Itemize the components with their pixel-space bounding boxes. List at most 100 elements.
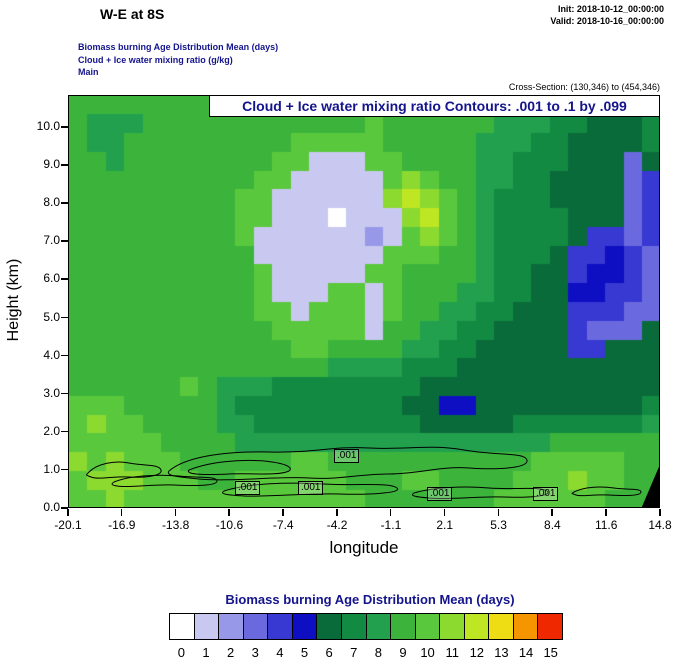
y-tick-mark bbox=[61, 240, 68, 242]
x-tick-label: 11.6 bbox=[594, 518, 618, 532]
y-tick-mark bbox=[61, 468, 68, 471]
y-tick-mark bbox=[61, 278, 68, 280]
x-tick-mark bbox=[282, 509, 284, 516]
x-tick-mark bbox=[174, 509, 177, 516]
x-tick-label: -4.2 bbox=[326, 518, 348, 532]
y-tick-label: 1.0 bbox=[43, 461, 60, 476]
colorbar-cell-15 bbox=[538, 613, 563, 640]
x-tick-mark bbox=[551, 509, 553, 516]
x-axis-title: longitude bbox=[329, 538, 399, 557]
valid-time: Valid: 2018-10-16_00:00:00 bbox=[550, 15, 664, 26]
colorbar-tick-label: 7 bbox=[350, 645, 358, 660]
x-tick-label: -13.8 bbox=[161, 518, 190, 532]
y-tick-mark bbox=[61, 164, 68, 166]
x-tick-label: 5.3 bbox=[490, 518, 507, 532]
field-line-3: Main bbox=[78, 67, 99, 78]
colorbar-tick-label: 2 bbox=[226, 645, 235, 660]
colorbar-title: Biomass burning Age Distribution Mean (d… bbox=[225, 592, 515, 607]
contour-overlay bbox=[86, 446, 659, 507]
y-tick-label: 4.0 bbox=[43, 347, 60, 362]
y-tick-mark bbox=[61, 430, 68, 433]
colorbar-cell-1 bbox=[194, 613, 220, 640]
colorbar-cell-4 bbox=[268, 613, 293, 640]
x-tick-label: -20.1 bbox=[54, 518, 82, 532]
contour-value-label: .001 bbox=[427, 487, 453, 501]
colorbar-cell-10 bbox=[415, 613, 441, 640]
terrain-mask bbox=[641, 466, 659, 507]
x-tick-mark bbox=[120, 509, 123, 516]
colorbar-tick-label: 8 bbox=[374, 645, 382, 660]
y-axis-title: Height (km) bbox=[5, 258, 22, 342]
plot-area: Cloud + Ice water mixing ratio Contours:… bbox=[68, 95, 660, 508]
x-tick-mark bbox=[443, 509, 446, 516]
colorbar-cell-14 bbox=[513, 613, 539, 640]
field-line-1: Biomass burning Age Distribution Mean (d… bbox=[78, 42, 279, 52]
heatmap-canvas bbox=[69, 96, 659, 507]
x-tick-mark bbox=[497, 509, 500, 516]
colorbar-cell-11 bbox=[440, 613, 465, 640]
colorbar-cell-3 bbox=[243, 613, 269, 640]
colorbar-cell-2 bbox=[219, 613, 244, 640]
contour-value-label: .001 bbox=[334, 449, 360, 463]
contour-value-label: .001 bbox=[533, 487, 559, 501]
cloud-contour-line bbox=[111, 474, 218, 488]
contour-value-label: .001 bbox=[235, 481, 261, 495]
colorbar-tick-label: 6 bbox=[325, 645, 333, 660]
y-tick-mark bbox=[61, 126, 68, 128]
cloud-contour-line bbox=[222, 482, 399, 497]
colorbar-cell-13 bbox=[489, 613, 514, 640]
y-tick-mark bbox=[61, 316, 68, 318]
y-tick-label: 3.0 bbox=[43, 385, 60, 400]
y-tick-label: 6.0 bbox=[43, 271, 60, 286]
y-tick-label: 5.0 bbox=[43, 309, 60, 324]
y-tick-label: 9.0 bbox=[43, 157, 60, 172]
x-tick-label: -10.6 bbox=[215, 518, 244, 532]
colorbar-cell-7 bbox=[341, 613, 367, 640]
y-tick-label: 7.0 bbox=[43, 233, 60, 248]
colorbar-tick-label: 14 bbox=[518, 645, 534, 660]
cloud-contour-line bbox=[167, 446, 528, 481]
colorbar bbox=[169, 613, 563, 640]
contour-info-banner: Cloud + Ice water mixing ratio Contours:… bbox=[209, 96, 659, 117]
colorbar-cell-6 bbox=[317, 613, 342, 640]
colorbar-tick-label: 9 bbox=[399, 645, 407, 660]
x-tick-mark bbox=[605, 509, 607, 516]
colorbar-tick-label: 12 bbox=[469, 645, 485, 660]
colorbar-tick-label: 13 bbox=[494, 645, 509, 660]
colorbar-cell-5 bbox=[292, 613, 318, 640]
colorbar-tick-label: 0 bbox=[177, 645, 185, 660]
y-tick-mark bbox=[61, 507, 68, 509]
colorbar-cell-12 bbox=[464, 613, 490, 640]
y-tick-label: 0.0 bbox=[43, 500, 60, 514]
x-tick-mark bbox=[659, 509, 661, 516]
colorbar-cell-9 bbox=[391, 613, 416, 640]
colorbar-tick-label: 11 bbox=[445, 645, 459, 660]
x-tick-label: -7.4 bbox=[272, 518, 294, 532]
field-line-2: Cloud + Ice water mixing ratio (g/kg) bbox=[78, 54, 233, 65]
y-tick-label: 10.0 bbox=[36, 119, 60, 133]
colorbar-tick-label: 5 bbox=[300, 645, 309, 660]
x-tick-mark bbox=[228, 509, 230, 516]
x-tick-label: 2.1 bbox=[436, 518, 454, 532]
plot-title: W-E at 8S bbox=[100, 6, 165, 22]
x-tick-mark bbox=[67, 509, 69, 516]
colorbar-tick-label: 10 bbox=[420, 645, 435, 660]
colorbar-cell-8 bbox=[366, 613, 392, 640]
x-tick-label: 14.8 bbox=[648, 518, 672, 532]
x-tick-mark bbox=[336, 509, 338, 516]
cloud-contour-line bbox=[187, 459, 291, 475]
y-tick-mark bbox=[61, 392, 68, 395]
field-description-block: Biomass burning Age Distribution Mean (d… bbox=[78, 41, 278, 79]
init-valid-block: Init: 2018-10-12_00:00:00 Valid: 2018-10… bbox=[550, 4, 664, 27]
x-tick-label: -16.9 bbox=[108, 518, 136, 532]
colorbar-cell-0 bbox=[169, 613, 195, 640]
x-tick-mark bbox=[389, 509, 392, 516]
colorbar-tick-label: 15 bbox=[543, 645, 558, 660]
y-tick-label: 2.0 bbox=[43, 423, 60, 438]
colorbar-tick-label: 3 bbox=[251, 645, 259, 660]
y-tick-mark bbox=[61, 202, 68, 204]
y-tick-label: 8.0 bbox=[43, 195, 60, 210]
y-tick-mark bbox=[61, 354, 68, 357]
contour-value-label: .001 bbox=[298, 481, 324, 495]
